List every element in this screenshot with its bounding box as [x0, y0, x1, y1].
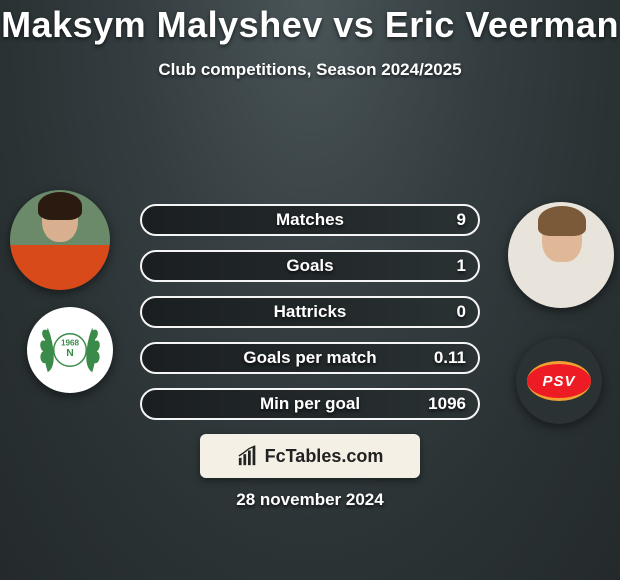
chart-icon — [237, 445, 259, 467]
bar-value: 0.11 — [434, 342, 466, 374]
date-text: 28 november 2024 — [0, 490, 620, 510]
source-badge-text: FcTables.com — [265, 446, 384, 467]
psv-badge: PSV — [527, 361, 591, 401]
stat-row: Min per goal1096 — [140, 388, 480, 420]
bar-value: 9 — [457, 204, 466, 236]
club-badge-left: 1968 N — [27, 307, 113, 393]
bar-label: Goals — [140, 250, 480, 282]
avatar-right — [508, 202, 614, 308]
stat-row: Goals1 — [140, 250, 480, 282]
page-title: Maksym Malyshev vs Eric Veerman — [0, 4, 620, 46]
bar-value: 0 — [457, 296, 466, 328]
bar-value: 1096 — [428, 388, 466, 420]
page-subtitle: Club competitions, Season 2024/2025 — [0, 60, 620, 80]
bar-label: Goals per match — [140, 342, 480, 374]
bar-value: 1 — [457, 250, 466, 282]
stat-bars: Matches9Goals1Hattricks0Goals per match0… — [140, 204, 480, 434]
laurel-icon: 1968 N — [33, 313, 107, 387]
club-badge-right: PSV — [516, 338, 602, 424]
source-badge: FcTables.com — [200, 434, 420, 478]
header: Maksym Malyshev vs Eric Veerman Club com… — [0, 0, 620, 80]
stat-row: Goals per match0.11 — [140, 342, 480, 374]
bar-label: Hattricks — [140, 296, 480, 328]
svg-text:N: N — [66, 348, 73, 359]
stat-row: Matches9 — [140, 204, 480, 236]
bar-label: Matches — [140, 204, 480, 236]
avatar-left — [10, 190, 110, 290]
stat-row: Hattricks0 — [140, 296, 480, 328]
svg-text:1968: 1968 — [61, 339, 80, 348]
